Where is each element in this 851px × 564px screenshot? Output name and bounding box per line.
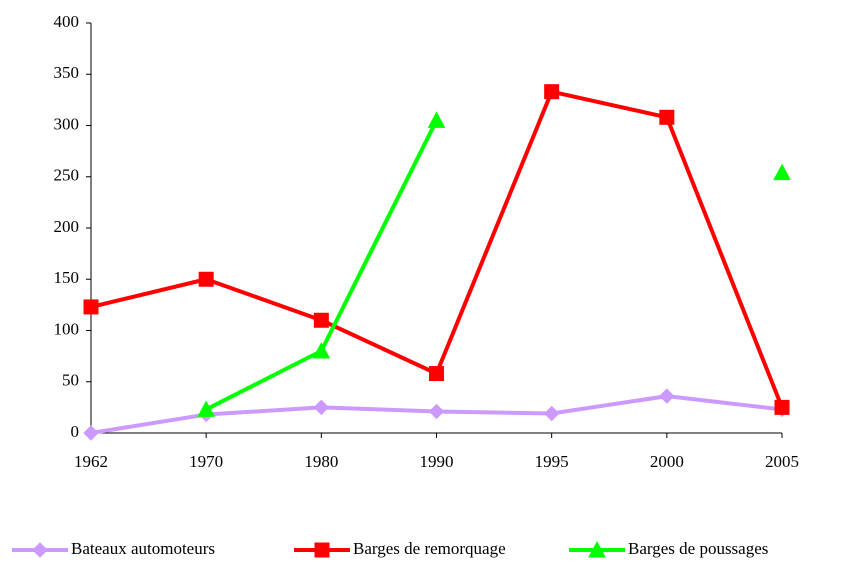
x-tick-label: 1990 (420, 452, 454, 471)
legend-marker (32, 542, 48, 558)
x-tick-label: 1970 (189, 452, 223, 471)
data-point (659, 109, 675, 125)
x-tick-label: 1995 (535, 452, 569, 471)
data-point (197, 400, 216, 417)
data-point (83, 299, 99, 315)
x-tick-label: 2000 (650, 452, 684, 471)
data-point (312, 341, 331, 359)
data-point (198, 271, 214, 287)
y-tick-label: 400 (54, 12, 80, 31)
data-point (429, 366, 444, 382)
legend-label: Barges de poussages (628, 539, 768, 558)
x-tick-label: 1962 (74, 452, 108, 471)
y-tick-label: 250 (54, 166, 80, 185)
legend-marker (588, 540, 606, 558)
y-tick-label: 100 (54, 319, 80, 338)
legend-label: Barges de remorquage (353, 539, 506, 558)
legend-marker (314, 542, 330, 558)
data-point (428, 403, 445, 420)
y-tick-label: 200 (54, 217, 80, 236)
data-point (543, 405, 560, 422)
data-point (313, 399, 330, 416)
data-point (773, 163, 791, 181)
series-line (206, 120, 782, 409)
data-point (544, 84, 560, 100)
data-point (774, 399, 790, 415)
y-tick-label: 150 (54, 268, 80, 287)
data-point (659, 388, 675, 404)
y-tick-label: 0 (71, 422, 80, 441)
y-tick-label: 50 (62, 371, 79, 390)
x-tick-label: 1980 (304, 452, 338, 471)
y-tick-label: 350 (54, 63, 80, 82)
data-point (427, 111, 446, 128)
data-point (83, 425, 99, 441)
series-line (90, 89, 784, 409)
data-point (313, 312, 329, 328)
x-tick-label: 2005 (765, 452, 799, 471)
y-tick-label: 300 (54, 114, 80, 133)
legend-label: Bateaux automoteurs (71, 539, 215, 558)
